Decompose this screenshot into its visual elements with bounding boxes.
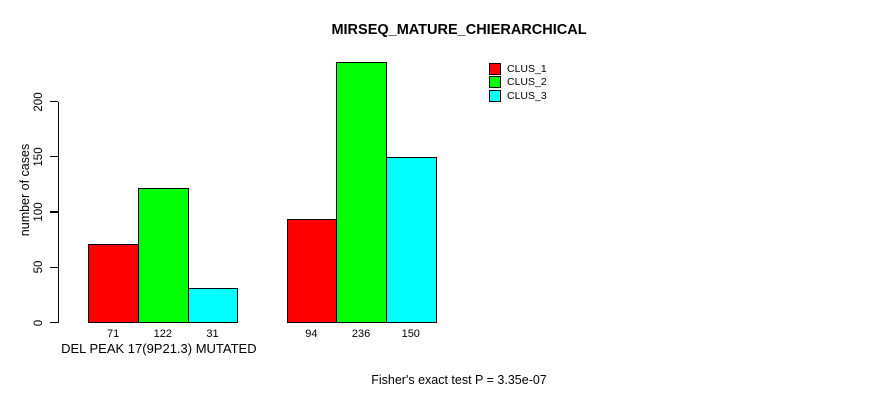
bar-clus_1-group2 [286, 218, 338, 323]
bar-value-label: 31 [206, 327, 219, 340]
y-axis-tick [50, 100, 58, 103]
legend-label: CLUS_3 [507, 89, 547, 102]
bar-value-label: 236 [351, 327, 371, 340]
bar-value-label: 94 [305, 327, 318, 340]
bar-clus_3-group1 [187, 288, 239, 323]
bar-clus_2-group1 [138, 187, 189, 323]
y-axis-tick [50, 211, 58, 213]
stat-annotation: Fisher's exact test P = 3.35e-07 [371, 373, 547, 387]
y-axis-tick-label: 0 [33, 319, 45, 326]
y-axis-tick [50, 266, 58, 268]
category-label: DEL PEAK 17(9P21.3) MUTATED [61, 341, 257, 356]
chart-title: MIRSEQ_MATURE_CHIERARCHICAL [331, 22, 587, 38]
bar-value-label: 71 [107, 327, 120, 340]
y-axis-tick-label: 200 [33, 91, 45, 112]
bar-value-label: 150 [401, 327, 420, 340]
y-axis-tick [50, 156, 58, 158]
bar-clus_3-group2 [385, 156, 437, 323]
bar-value-label: 122 [153, 327, 173, 340]
legend-swatch-clus_3 [489, 89, 501, 102]
y-axis-tick-label: 100 [33, 202, 45, 222]
y-axis-tick-label: 150 [33, 147, 45, 167]
y-axis-tick-label: 50 [33, 260, 45, 274]
legend-label: CLUS_2 [507, 76, 547, 89]
y-axis-line [58, 101, 60, 323]
legend-label: CLUS_1 [507, 63, 547, 75]
legend-swatch-clus_2 [489, 76, 501, 89]
bar-clus_1-group1 [88, 244, 139, 323]
bar-clus_2-group2 [336, 61, 387, 323]
y-axis-tick [50, 321, 58, 324]
legend-swatch-clus_1 [489, 63, 501, 75]
